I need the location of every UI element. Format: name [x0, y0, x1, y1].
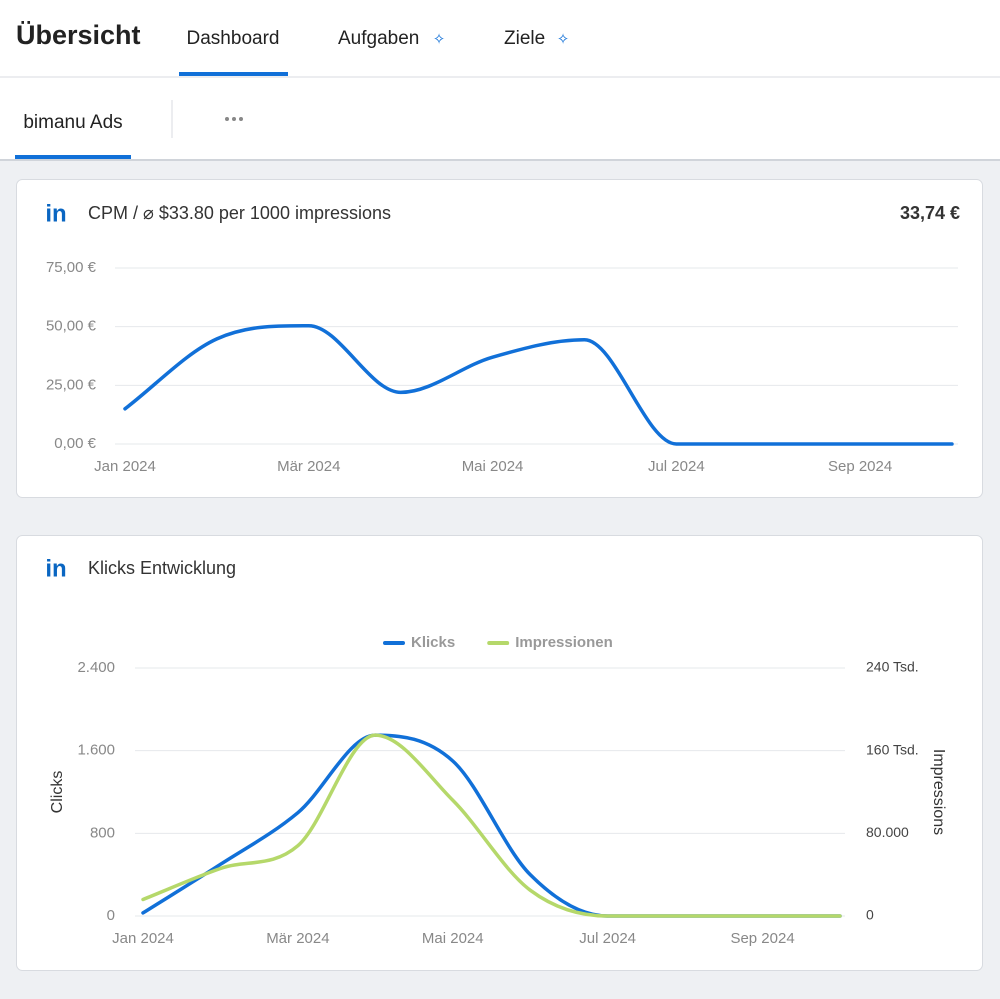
y-tick-label: 800 [90, 824, 115, 841]
tab-indicator [179, 72, 288, 76]
y2-tick-label: 240 Tsd. [866, 659, 919, 675]
x-tick-label: Jul 2024 [648, 458, 705, 475]
linkedin-logo: in [45, 555, 66, 582]
header-bg [0, 0, 1000, 160]
card-title: Klicks Entwicklung [88, 558, 236, 578]
line [141, 733, 842, 918]
more-icon[interactable] [225, 117, 243, 121]
subtab[interactable]: bimanu Ads [23, 112, 122, 133]
page-title: Übersicht [16, 20, 141, 50]
card-title: CPM / ⌀ $33.80 per 1000 impressions [88, 203, 391, 223]
y2-tick-label: 160 Tsd. [866, 741, 919, 757]
star-icon: ✧ [557, 31, 570, 48]
legend-label: Impressionen [515, 634, 613, 651]
x-tick-label: Mai 2024 [422, 930, 484, 947]
tab[interactable]: Dashboard [187, 28, 280, 49]
y-tick-label: 25,00 € [46, 376, 97, 393]
y2-tick-label: 0 [866, 907, 874, 923]
x-tick-label: Jan 2024 [94, 458, 156, 475]
x-tick-label: Jan 2024 [112, 930, 174, 947]
x-tick-label: Mär 2024 [266, 930, 329, 947]
y-tick-label: 50,00 € [46, 318, 97, 335]
tab[interactable]: Aufgaben [338, 28, 419, 49]
legend-label: Klicks [411, 634, 455, 651]
y2-axis-label: Impressions [930, 749, 947, 835]
x-tick-label: Mär 2024 [277, 458, 340, 475]
y-tick-label: 75,00 € [46, 259, 97, 276]
y-tick-label: 1.600 [77, 742, 115, 759]
x-tick-label: Jul 2024 [579, 930, 636, 947]
x-tick-label: Mai 2024 [462, 458, 524, 475]
y2-tick-label: 80.000 [866, 824, 909, 840]
card [16, 179, 983, 498]
subtab-indicator [15, 155, 131, 159]
x-tick-label: Sep 2024 [828, 458, 892, 475]
y-axis-label: Clicks [49, 771, 66, 814]
kpi-value: 33,74 € [900, 203, 960, 223]
y-tick-label: 0,00 € [54, 435, 96, 452]
x-tick-label: Sep 2024 [730, 930, 794, 947]
y-tick-label: 0 [107, 907, 115, 924]
star-icon: ✧ [433, 31, 446, 48]
tab[interactable]: Ziele [504, 28, 545, 49]
card [16, 535, 983, 971]
line [123, 323, 954, 446]
y-tick-label: 2.400 [77, 659, 115, 676]
linkedin-logo: in [45, 200, 66, 227]
